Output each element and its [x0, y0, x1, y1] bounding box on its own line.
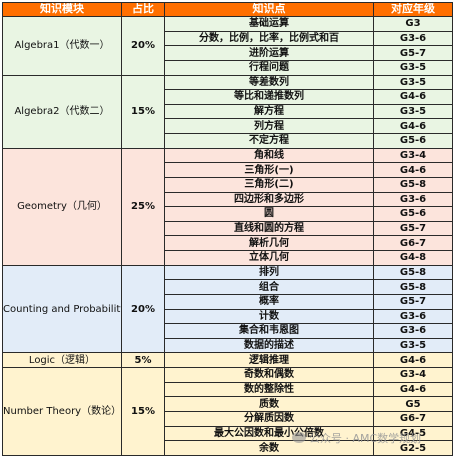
grade-cell: G4-6: [373, 162, 453, 178]
topic-cell: 数的整除性: [164, 381, 374, 398]
topic-cell: 余数: [164, 440, 374, 456]
module-cell: Number Theory（数论）: [2, 367, 122, 456]
percent-cell: 5%: [121, 352, 165, 368]
table-body: Algebra1（代数一） 20% 基础运算 G3 分数，比例，比率，比例式和百 G3-6…: [2, 16, 453, 456]
topic-cell: 组合: [164, 279, 374, 295]
grade-cell: G4-6: [373, 352, 453, 368]
topic-cell: 解析几何: [164, 235, 374, 251]
topic-cell: 数据的描述: [164, 337, 374, 354]
grade-cell: G3: [373, 16, 453, 32]
table-row: Logic（逻辑） 5% 逻辑推理 G4-6: [2, 352, 453, 368]
grade-cell: G3-5: [373, 103, 453, 120]
grade-cell: G3-5: [373, 337, 453, 354]
topic-cell: 排列: [164, 264, 374, 281]
header-module: 知识模块: [2, 2, 122, 17]
grade-cell: G3-4: [373, 367, 453, 383]
topic-cell: 解方程: [164, 103, 374, 120]
grade-cell: G5-6: [373, 133, 453, 149]
topic-cell: 等差数列: [164, 74, 374, 91]
grade-cell: G3-6: [373, 308, 453, 325]
grade-cell: G3-5: [373, 59, 453, 76]
table-row: Geometry（几何） 25% 角和线 G3-4: [2, 147, 453, 266]
header-grade: 对应年级: [373, 2, 453, 17]
header-row: 知识模块 占比 知识点 对应年级: [2, 2, 453, 17]
topic-cell: 逻辑推理: [164, 352, 374, 368]
topic-cell: 四边形和多边形: [164, 191, 374, 208]
grade-cell: G3-6: [373, 323, 453, 339]
watermark-text: 公众号 · AMC数学规划: [309, 432, 422, 445]
grade-cell: G5-7: [373, 220, 453, 237]
grade-cell: G4-6: [373, 89, 453, 105]
module-cell: Counting and Probability（计数和概率）: [2, 264, 122, 354]
topic-cell: 计数: [164, 308, 374, 325]
percent-cell: 20%: [121, 264, 165, 354]
topic-cell: 集合和韦恩图: [164, 323, 374, 339]
grade-cell: G4-6: [373, 381, 453, 398]
grade-cell: G5-8: [373, 264, 453, 281]
percent-cell: 15%: [121, 74, 165, 149]
module-cell: Geometry（几何）: [2, 147, 122, 266]
topic-cell: 角和线: [164, 147, 374, 164]
header-topic: 知识点: [164, 2, 374, 17]
wechat-icon: [292, 432, 306, 443]
topic-cell: 不定方程: [164, 133, 374, 149]
topic-cell: 等比和递推数列: [164, 89, 374, 105]
watermark: 公众号 · AMC数学规划: [292, 430, 421, 446]
table-row: Number Theory（数论） 15% 奇数和偶数 G3-4: [2, 367, 453, 456]
module-cell: Algebra1（代数一）: [2, 16, 122, 76]
topic-cell: 列方程: [164, 118, 374, 134]
grade-cell: G5-7: [373, 45, 453, 61]
topic-cell: 圆: [164, 206, 374, 222]
topic-cell: 三角形(一): [164, 162, 374, 178]
topic-cell: 进阶运算: [164, 45, 374, 61]
percent-cell: 20%: [121, 16, 165, 76]
grade-cell: G3-5: [373, 74, 453, 91]
grade-cell: G3-6: [373, 191, 453, 208]
header-percent: 占比: [121, 2, 165, 17]
percent-cell: 15%: [121, 367, 165, 456]
module-cell: Algebra2（代数二）: [2, 74, 122, 149]
grade-cell: G4-6: [373, 118, 453, 134]
grade-cell: G5-8: [373, 279, 453, 295]
topic-cell: 立体几何: [164, 250, 374, 266]
topic-cell: 奇数和偶数: [164, 367, 374, 383]
topic-cell: 直线和圆的方程: [164, 220, 374, 237]
module-cell: Logic（逻辑）: [2, 352, 122, 368]
grade-cell: G2-5: [373, 440, 453, 456]
grade-cell: G5: [373, 396, 453, 412]
topic-cell: 分解质因数: [164, 410, 374, 427]
grade-cell: G5-6: [373, 206, 453, 222]
grade-cell: G6-7: [373, 235, 453, 251]
topic-cell: 概率: [164, 293, 374, 310]
topic-cell: 分数，比例，比率，比例式和百: [164, 30, 374, 47]
percent-cell: 25%: [121, 147, 165, 266]
grade-cell: G4-8: [373, 250, 453, 266]
table-row: Algebra2（代数二） 15% 等差数列 G3-5: [2, 74, 453, 149]
topic-cell: 三角形(二): [164, 176, 374, 193]
grade-cell: G5-8: [373, 176, 453, 193]
grade-cell: G5-7: [373, 293, 453, 310]
topic-cell: 质数: [164, 396, 374, 412]
grade-cell: G6-7: [373, 410, 453, 427]
topic-cell: 行程问题: [164, 59, 374, 76]
table-row: 行程问题 G3-5: [2, 59, 453, 76]
topic-cell: 基础运算: [164, 16, 374, 32]
table-row: Algebra1（代数一） 20% 基础运算 G3: [2, 16, 453, 76]
grade-cell: G3-6: [373, 30, 453, 47]
grade-cell: G3-4: [373, 147, 453, 164]
table-row: 四边形和多边形 G3-6: [2, 191, 453, 208]
